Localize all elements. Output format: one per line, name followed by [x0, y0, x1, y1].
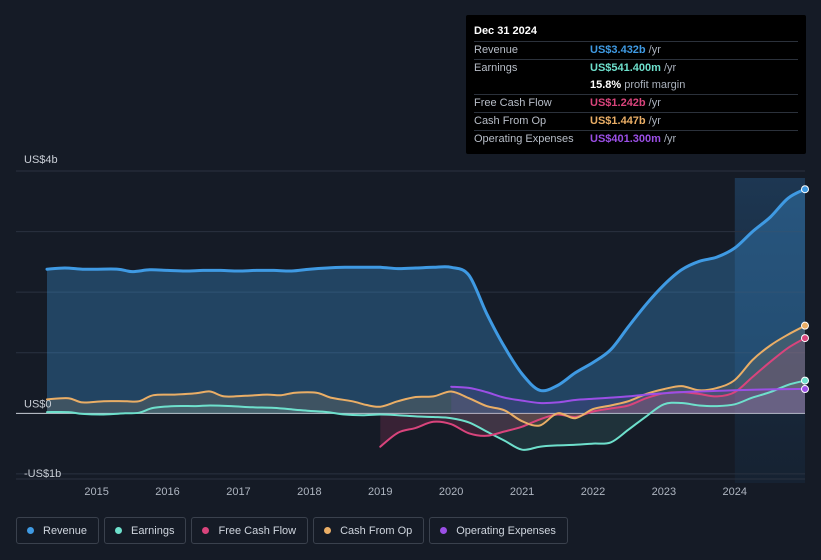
cash-from-op-line — [46, 324, 806, 427]
legend-label: Cash From Op — [340, 524, 413, 537]
earnings-area — [47, 380, 805, 450]
legend-item-free-cash-flow[interactable]: Free Cash Flow — [191, 517, 309, 544]
x-tick-label: 2020 — [439, 486, 463, 498]
tooltip-unit: profit margin — [624, 79, 686, 91]
tooltip-row-margin: 15.8% profit margin — [474, 77, 798, 95]
legend-item-earnings[interactable]: Earnings — [104, 517, 187, 544]
earnings-dot-icon — [115, 527, 123, 534]
legend-label: Free Cash Flow — [218, 524, 297, 537]
tooltip-label: Revenue — [474, 44, 519, 56]
revenue-area — [47, 189, 805, 414]
y-axis-label: US$4b — [24, 154, 58, 166]
tooltip-unit: /yr — [663, 133, 677, 145]
y-axis-label: US$0 — [24, 398, 52, 410]
tooltip-date: Dec 31 2024 — [474, 23, 798, 42]
legend-label: Earnings — [131, 524, 175, 537]
x-tick-label: 2023 — [652, 486, 676, 498]
legend-item-operating-expenses[interactable]: Operating Expenses — [429, 517, 568, 544]
earnings-end-point — [801, 376, 809, 385]
x-tick-label: 2017 — [226, 486, 250, 498]
cash-from-op-area — [47, 325, 805, 426]
x-tick-label: 2024 — [723, 486, 747, 498]
tooltip-row-cfo: Cash From Op US$1.447b /yr — [474, 113, 798, 131]
tooltip-label: Free Cash Flow — [474, 97, 552, 109]
data-tooltip: Dec 31 2024 Revenue US$3.432b /yr Earnin… — [466, 15, 806, 154]
free-cash-flow-dot-icon — [202, 527, 210, 534]
x-tick-label: 2019 — [368, 486, 392, 498]
tooltip-value: 15.8% — [590, 79, 622, 91]
tooltip-unit: /yr — [648, 115, 661, 127]
operating-expenses-line — [450, 385, 806, 405]
free-cash-flow-area — [380, 338, 805, 447]
tooltip-label: Cash From Op — [474, 115, 547, 127]
x-tick-label: 2022 — [581, 486, 605, 498]
legend-label: Revenue — [43, 524, 88, 537]
tooltip-unit: /yr — [648, 44, 661, 56]
tooltip-label: Operating Expenses — [474, 133, 574, 145]
forecast-region — [734, 178, 805, 483]
free-cash-flow-line — [379, 337, 806, 448]
y-axis-label: -US$1b — [24, 468, 61, 480]
tooltip-row-earnings: Earnings US$541.400m /yr — [474, 60, 798, 77]
legend-label: Operating Expenses — [456, 524, 556, 537]
legend: Revenue Earnings Free Cash Flow Cash Fro… — [16, 517, 568, 544]
operating-expenses-dot-icon — [440, 527, 448, 534]
tooltip-unit: /yr — [648, 97, 661, 109]
revenue-line — [45, 187, 807, 393]
tooltip-value: US$1.447b — [590, 115, 646, 127]
cash-from-op-dot-icon — [324, 527, 332, 534]
tooltip-row-opex: Operating Expenses US$401.300m /yr — [474, 131, 798, 148]
tooltip-unit: /yr — [663, 62, 677, 74]
tooltip-row-revenue: Revenue US$3.432b /yr — [474, 42, 798, 60]
x-tick-label: 2016 — [155, 486, 179, 498]
tooltip-label — [474, 77, 590, 94]
tooltip-row-fcf: Free Cash Flow US$1.242b /yr — [474, 95, 798, 113]
x-tick-label: 2021 — [510, 486, 534, 498]
revenue-dot-icon — [27, 527, 34, 534]
x-tick-label: 2015 — [84, 486, 108, 498]
legend-item-revenue[interactable]: Revenue — [16, 517, 100, 544]
x-tick-label: 2018 — [297, 486, 321, 498]
operating-expenses-end-point — [801, 385, 809, 394]
tooltip-label: Earnings — [474, 62, 518, 74]
tooltip-value: US$3.432b — [590, 44, 646, 56]
free-cash-flow-end-point — [801, 334, 809, 343]
tooltip-value: US$541.400m — [590, 62, 661, 74]
tooltip-value: US$401.300m — [590, 133, 661, 145]
tooltip-value: US$1.242b — [590, 97, 646, 109]
earnings-line — [46, 379, 806, 451]
legend-item-cash-from-op[interactable]: Cash From Op — [313, 517, 425, 544]
cash-from-op-end-point — [801, 321, 809, 330]
revenue-end-point — [801, 185, 809, 194]
